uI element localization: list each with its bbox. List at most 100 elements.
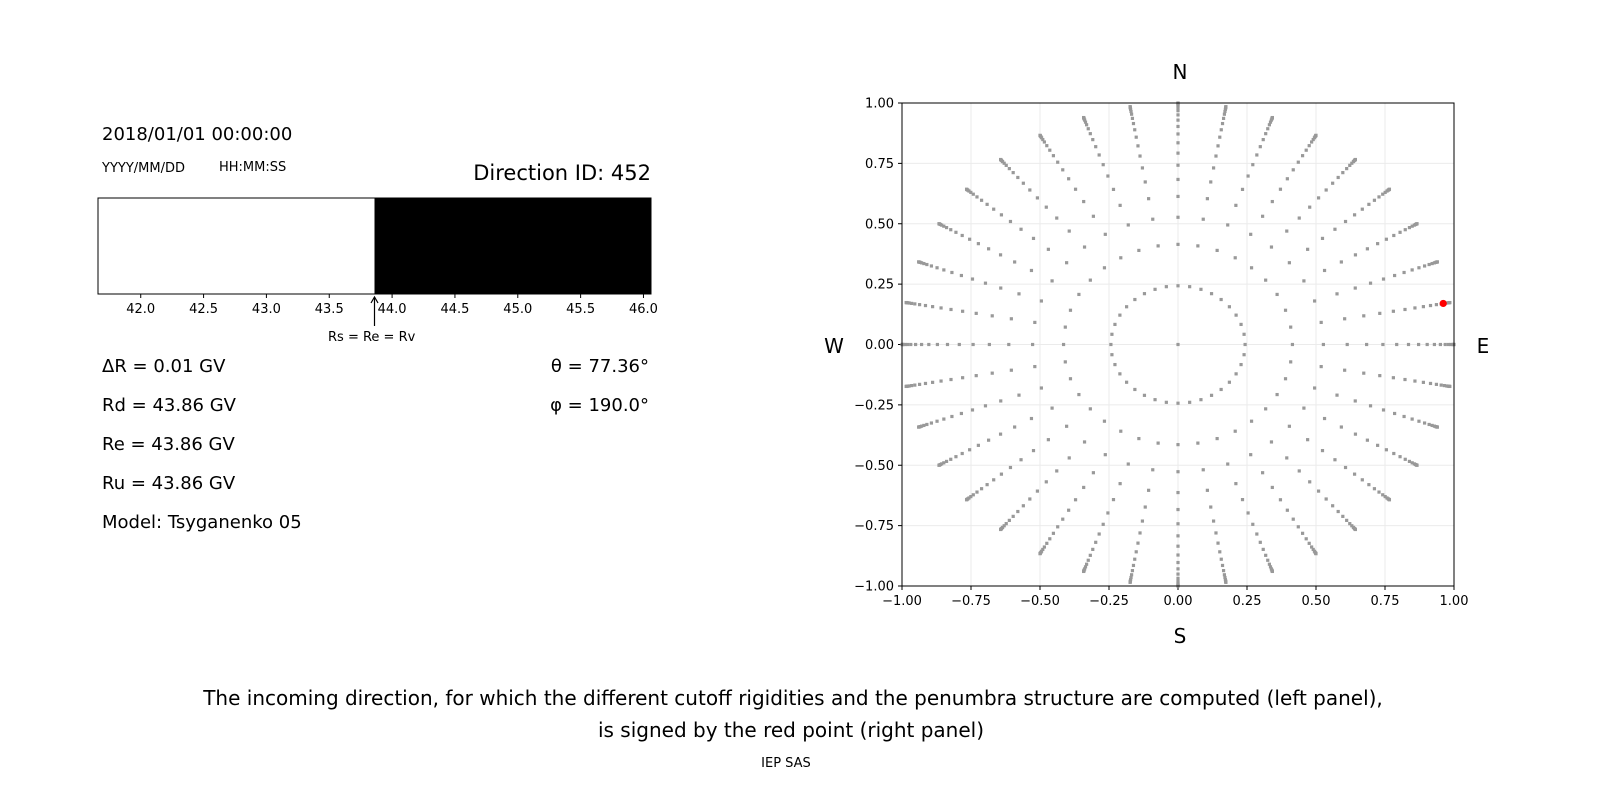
- grid-point: [1387, 498, 1392, 502]
- grid-point: [1050, 406, 1054, 410]
- grid-point: [1176, 401, 1180, 405]
- grid-point: [1067, 508, 1071, 512]
- grid-point: [1140, 166, 1145, 170]
- grid-point: [1377, 490, 1381, 494]
- grid-point: [1304, 537, 1308, 541]
- grid-point: [1269, 245, 1274, 249]
- grid-point: [985, 483, 989, 487]
- grid-point: [917, 382, 922, 386]
- grid-point: [986, 438, 991, 442]
- grid-point: [1407, 459, 1412, 464]
- grid-point: [1300, 154, 1305, 158]
- grid-point: [1416, 342, 1421, 347]
- grid-point: [1381, 277, 1386, 281]
- grid-point: [1061, 517, 1065, 521]
- grid-point: [1270, 115, 1274, 120]
- grid-point: [970, 277, 975, 281]
- param-re: Re = 43.86 GV: [102, 434, 235, 455]
- grid-point: [925, 262, 929, 267]
- grid-point: [1086, 558, 1090, 562]
- grid-point: [986, 247, 991, 251]
- grid-point: [979, 487, 984, 491]
- grid-point: [950, 270, 954, 275]
- grid-point: [1403, 228, 1407, 232]
- grid-point: [1091, 214, 1095, 218]
- grid-point: [1118, 372, 1122, 376]
- grid-point: [1264, 553, 1268, 557]
- grid-point: [1219, 557, 1223, 561]
- grid-point: [1261, 214, 1265, 218]
- grid-point: [1417, 419, 1421, 423]
- grid-point: [1261, 471, 1265, 475]
- grid-point: [1391, 309, 1395, 313]
- grid-point: [1258, 145, 1262, 149]
- x-tick-label: 45.5: [566, 302, 595, 317]
- grid-point: [927, 342, 931, 347]
- grid-point: [1270, 485, 1274, 490]
- grid-point: [1285, 508, 1289, 512]
- grid-point: [1251, 522, 1255, 526]
- grid-point: [1048, 537, 1052, 541]
- grid-point: [1031, 236, 1036, 241]
- grid-point: [1448, 300, 1452, 305]
- grid-point: [1353, 253, 1358, 257]
- grid-point: [1432, 342, 1437, 347]
- x-tick-label: −1.00: [882, 594, 922, 609]
- grid-point: [1088, 553, 1092, 557]
- grid-point: [1264, 278, 1268, 282]
- grid-point: [1283, 377, 1288, 381]
- grid-point: [1310, 140, 1314, 144]
- grid-point: [942, 461, 946, 465]
- grid-point: [1113, 322, 1117, 327]
- grid-point: [1176, 567, 1180, 571]
- model-label: Model: Tsyganenko 05: [102, 512, 302, 533]
- grid-point: [917, 260, 921, 264]
- grid-point: [968, 237, 972, 241]
- grid-point: [1226, 223, 1230, 227]
- grid-point: [1341, 171, 1345, 175]
- grid-point: [913, 302, 917, 306]
- grid-point: [1017, 292, 1021, 296]
- grid-point: [1403, 377, 1407, 382]
- grid-point: [1130, 569, 1135, 573]
- grid-point: [1297, 469, 1301, 473]
- grid-point: [1082, 199, 1086, 204]
- grid-point: [1223, 109, 1227, 114]
- grid-point: [1118, 482, 1122, 486]
- grid-point: [1176, 534, 1180, 538]
- grid-point: [1033, 364, 1037, 369]
- grid-point: [983, 404, 988, 408]
- grid-point: [1343, 465, 1348, 470]
- grid-point: [1045, 541, 1049, 545]
- grid-point: [1362, 371, 1366, 375]
- y-tick-label: 1.00: [865, 97, 894, 112]
- grid-point: [1209, 292, 1214, 296]
- grid-point: [1137, 436, 1141, 441]
- grid-point: [1427, 422, 1431, 427]
- grid-point: [976, 443, 980, 447]
- grid-point: [1392, 451, 1396, 456]
- grid-point: [1088, 407, 1092, 411]
- grid-point: [1234, 313, 1238, 317]
- grid-point: [1147, 488, 1151, 492]
- grid-point: [1383, 494, 1387, 499]
- grid-point: [1439, 383, 1443, 387]
- grid-point: [1365, 342, 1369, 347]
- grid-point: [1321, 342, 1325, 347]
- grid-point: [1176, 113, 1180, 117]
- grid-point: [1201, 217, 1205, 221]
- grid-point: [1205, 197, 1209, 201]
- grid-point: [1300, 531, 1305, 535]
- grid-point: [1264, 407, 1268, 411]
- grid-point: [1106, 511, 1110, 515]
- grid-point: [1067, 177, 1071, 181]
- grid-point: [1083, 120, 1088, 124]
- compass-west-label: W: [824, 334, 844, 358]
- grid-point: [1290, 342, 1295, 347]
- grid-point: [1341, 514, 1345, 518]
- grid-point: [913, 383, 917, 387]
- grid-point: [1007, 167, 1011, 171]
- grid-point: [1176, 242, 1180, 246]
- grid-point: [1038, 133, 1042, 137]
- grid-point: [1446, 342, 1451, 347]
